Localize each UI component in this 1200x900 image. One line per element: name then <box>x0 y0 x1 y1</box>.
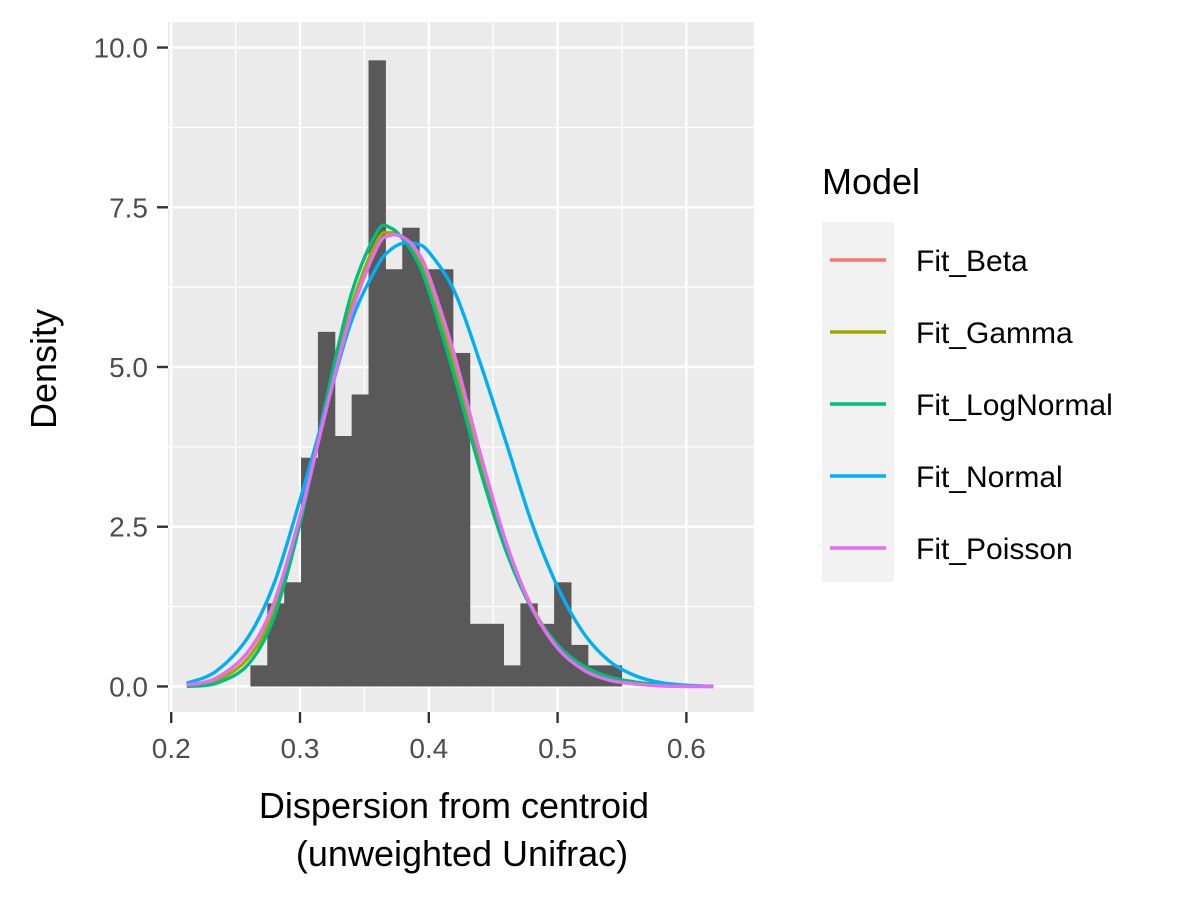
histogram-bar <box>436 269 454 687</box>
y-axis-title: Density <box>23 309 64 429</box>
x-tick-label: 0.2 <box>152 733 191 764</box>
histogram-bar <box>250 665 268 687</box>
histogram-bar <box>334 436 353 687</box>
histogram-bar <box>486 623 505 687</box>
histogram-bar <box>503 665 521 687</box>
legend-label: Fit_Beta <box>916 245 1028 278</box>
histogram-bar <box>351 394 370 687</box>
y-axis: 0.0 2.5 5.0 7.5 10.0 <box>94 33 168 702</box>
legend-title: Model <box>822 161 920 202</box>
legend-key-background <box>822 222 894 582</box>
legend-label: Fit_Normal <box>916 461 1063 494</box>
x-axis: 0.2 0.3 0.4 0.5 0.6 <box>152 712 706 764</box>
histogram-bar <box>469 623 488 687</box>
fit-curve-fit-normal <box>186 240 714 689</box>
y-tick-label: 10.0 <box>94 33 149 64</box>
histogram-bar <box>452 352 471 687</box>
legend: Model Fit_Beta Fit_Gamma Fit_LogNormal Fit_… <box>822 161 1113 582</box>
fit-curves <box>186 223 714 689</box>
histogram-bars <box>250 60 623 687</box>
y-tick-label: 0.0 <box>109 671 148 702</box>
histogram-bar <box>284 582 302 687</box>
y-tick-label: 5.0 <box>109 352 148 383</box>
y-tick-label: 7.5 <box>109 192 148 223</box>
histogram-bar <box>520 603 538 687</box>
histogram-bar <box>368 60 386 687</box>
histogram-bar <box>385 269 403 687</box>
x-axis-title-line1: Dispersion from centroid <box>259 785 649 826</box>
legend-label: Fit_Gamma <box>916 317 1073 350</box>
histogram-bar <box>301 457 319 687</box>
y-tick-label: 2.5 <box>109 512 148 543</box>
x-tick-label: 0.5 <box>538 733 577 764</box>
fit-curve-fit-lognormal <box>186 223 714 689</box>
histogram-bar <box>402 227 420 687</box>
legend-label: Fit_Poisson <box>916 533 1073 566</box>
x-axis-title-line2: (unweighted Unifrac) <box>296 833 628 874</box>
histogram-bar <box>419 269 437 687</box>
legend-label: Fit_LogNormal <box>916 389 1113 422</box>
x-tick-label: 0.4 <box>409 733 448 764</box>
fit-curve-fit-poisson <box>186 232 714 689</box>
x-tick-label: 0.6 <box>667 733 706 764</box>
x-tick-label: 0.3 <box>281 733 320 764</box>
